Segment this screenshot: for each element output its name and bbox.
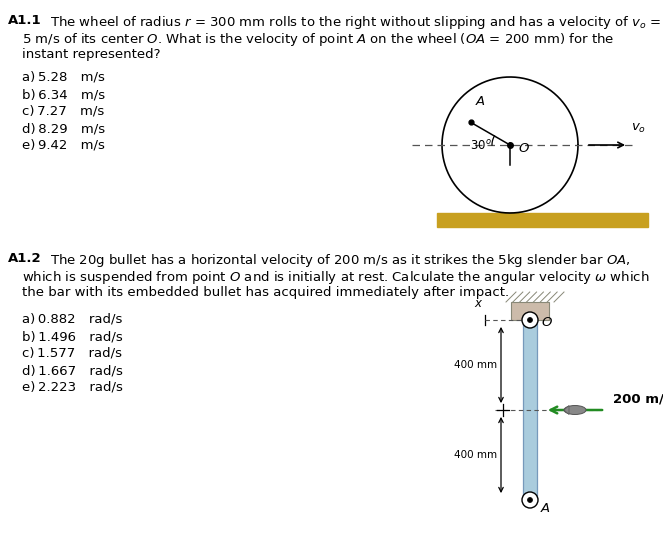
Text: which is suspended from point $O$ and is initially at rest. Calculate the angula: which is suspended from point $O$ and is… xyxy=(22,269,650,286)
Circle shape xyxy=(522,312,538,328)
Text: A1.1: A1.1 xyxy=(8,14,42,27)
Text: $x$: $x$ xyxy=(473,297,483,310)
Text: $O$: $O$ xyxy=(518,142,530,155)
Text: 5 m/s of its center $O$. What is the velocity of point $A$ on the wheel ($OA$ = : 5 m/s of its center $O$. What is the vel… xyxy=(22,31,615,48)
Text: $O$: $O$ xyxy=(541,316,553,329)
Polygon shape xyxy=(437,213,648,227)
Text: d) 8.29 m/s: d) 8.29 m/s xyxy=(22,122,105,135)
Text: $A$: $A$ xyxy=(540,502,551,515)
Text: 200 m/s: 200 m/s xyxy=(613,392,663,405)
Polygon shape xyxy=(523,320,537,500)
Text: a) 0.882 rad/s: a) 0.882 rad/s xyxy=(22,313,123,326)
Circle shape xyxy=(528,497,532,502)
Text: A1.2: A1.2 xyxy=(8,252,42,265)
Text: The 20g bullet has a horizontal velocity of 200 m/s as it strikes the 5kg slende: The 20g bullet has a horizontal velocity… xyxy=(50,252,631,269)
Text: b) 6.34 m/s: b) 6.34 m/s xyxy=(22,88,105,101)
Circle shape xyxy=(522,492,538,508)
Polygon shape xyxy=(564,406,569,414)
Text: $30^o$: $30^o$ xyxy=(470,139,492,153)
Text: e) 9.42 m/s: e) 9.42 m/s xyxy=(22,139,105,152)
Text: 400 mm: 400 mm xyxy=(454,450,497,460)
Text: $A$: $A$ xyxy=(475,96,485,108)
Text: e) 2.223 rad/s: e) 2.223 rad/s xyxy=(22,381,123,394)
Text: the bar with its embedded bullet has acquired immediately after impact.: the bar with its embedded bullet has acq… xyxy=(22,286,509,299)
Text: c) 1.577 rad/s: c) 1.577 rad/s xyxy=(22,347,122,360)
Text: a) 5.28 m/s: a) 5.28 m/s xyxy=(22,71,105,84)
Text: $v_o$: $v_o$ xyxy=(631,122,646,135)
Ellipse shape xyxy=(564,406,586,414)
Text: instant represented?: instant represented? xyxy=(22,48,160,61)
Text: 400 mm: 400 mm xyxy=(454,360,497,370)
Text: b) 1.496 rad/s: b) 1.496 rad/s xyxy=(22,330,123,343)
Circle shape xyxy=(528,318,532,323)
Text: The wheel of radius $r$ = 300 mm rolls to the right without slipping and has a v: The wheel of radius $r$ = 300 mm rolls t… xyxy=(50,14,662,31)
Text: c) 7.27 m/s: c) 7.27 m/s xyxy=(22,105,104,118)
Text: d) 1.667 rad/s: d) 1.667 rad/s xyxy=(22,364,123,377)
Polygon shape xyxy=(511,302,549,320)
